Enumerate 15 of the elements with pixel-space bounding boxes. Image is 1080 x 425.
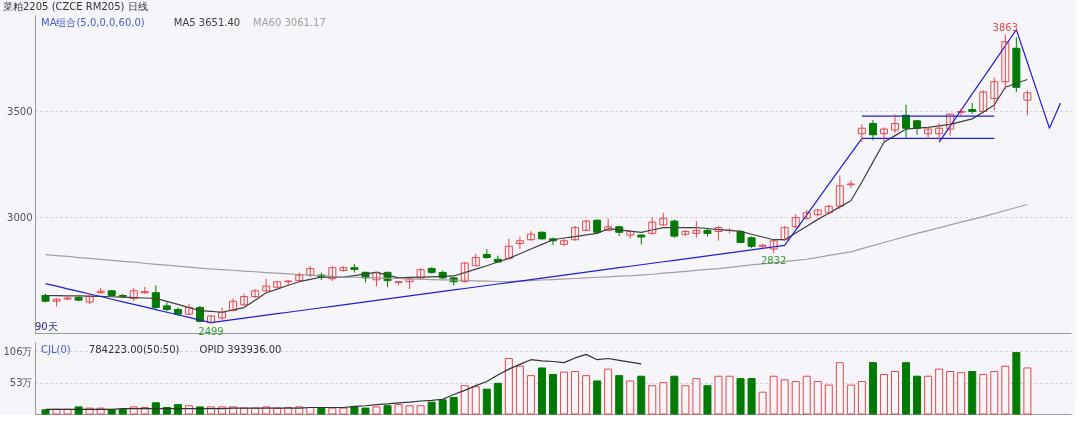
y-tick-label: 106万 — [3, 345, 33, 357]
y-tick-label: 53万 — [9, 377, 33, 389]
chart-title: 菜粕2205 (CZCE RM205) 日线 — [3, 1, 148, 12]
text: MA5 3651.40 — [173, 17, 241, 28]
text: MA60 3061.17 — [253, 17, 326, 28]
chart-subtitle: 784223.00(50:50) — [88, 344, 180, 355]
annotation: 2499 — [198, 325, 224, 337]
annotation: 90天 — [35, 321, 58, 332]
annotation: 2832 — [760, 255, 787, 267]
annotation: 3863 — [992, 21, 1019, 33]
text: OPID 393936.00 — [199, 344, 282, 355]
y-tick-label: 3500 — [7, 105, 33, 117]
chart-subtitle: MA组合(5,0,0,0,60,0) — [41, 17, 145, 28]
chart-title: CJL(0) — [41, 344, 71, 355]
y-tick-label: 3000 — [7, 211, 33, 223]
